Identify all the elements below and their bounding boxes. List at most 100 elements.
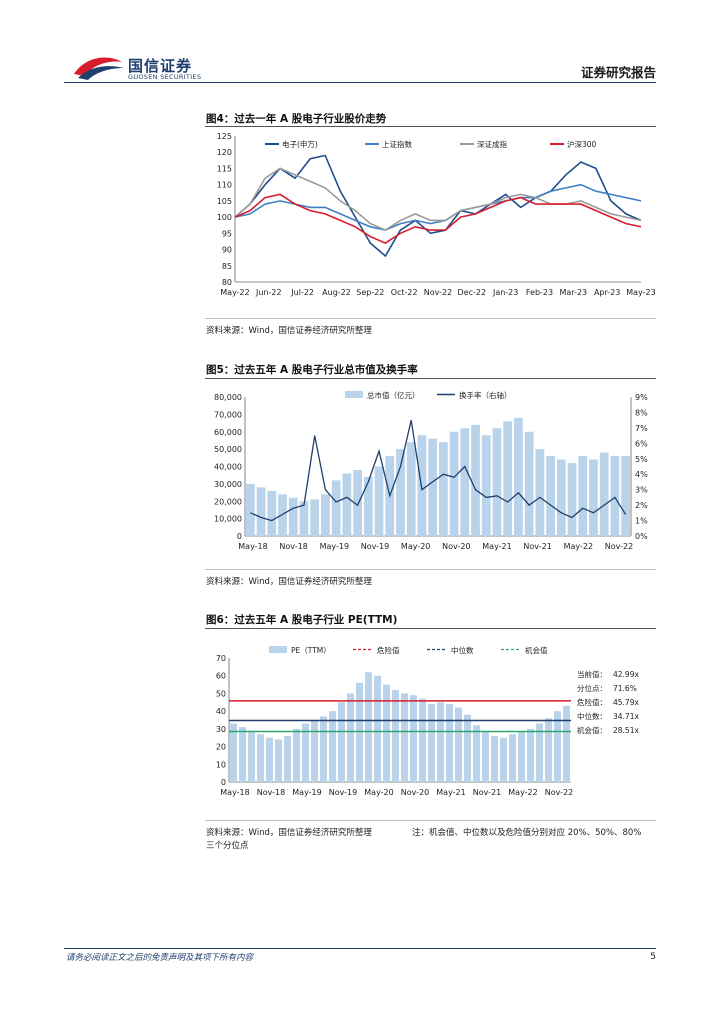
market-cap-bar	[535, 449, 545, 536]
market-cap-bar	[524, 431, 534, 536]
series-line	[234, 193, 642, 245]
market-cap-bar	[406, 442, 416, 536]
y-tick-label: 120	[217, 148, 232, 157]
market-cap-bar	[481, 435, 491, 536]
stat-value: 45.79x	[613, 698, 639, 707]
legend-label: 危险值	[377, 645, 400, 655]
market-cap-bar	[567, 463, 577, 536]
pe-bar	[500, 737, 507, 782]
x-tick-label: May-18	[220, 788, 249, 797]
pe-bar	[329, 711, 336, 782]
market-cap-bar	[546, 456, 555, 536]
market-cap-bar	[556, 459, 566, 536]
x-tick-label: Nov-20	[442, 542, 470, 551]
figure-note: 注：机会值、中位数以及危险值分别对应 20%、50%、80%	[412, 828, 642, 838]
y2-tick-label: 2%	[635, 501, 648, 510]
pe-bar	[311, 720, 318, 782]
market-cap-bar	[321, 494, 330, 536]
figure-source: 资料来源：Wind，国信证券经济研究所整理	[206, 326, 372, 336]
y-tick-label: 50,000	[214, 445, 242, 454]
market-cap-bar	[599, 452, 609, 536]
report-type-label: 证券研究报告	[580, 65, 656, 80]
figure-top-rule	[205, 378, 656, 379]
guosen-logo-icon	[74, 57, 124, 80]
x-tick-label: May-20	[364, 788, 393, 797]
y-tick-label: 10,000	[214, 515, 242, 524]
y-tick-label: 110	[217, 181, 232, 190]
figure-bottom-rule	[205, 569, 656, 570]
market-cap-bar	[363, 476, 373, 536]
figure-bottom-rule	[205, 820, 656, 821]
pe-bar	[446, 704, 453, 782]
market-cap-bar	[342, 473, 352, 536]
market-cap-bar	[331, 480, 341, 536]
market-cap-bar	[449, 431, 459, 536]
market-cap-bar	[396, 449, 405, 536]
stat-value: 34.71x	[613, 712, 639, 721]
pe-bar	[257, 734, 264, 782]
market-cap-turnover-chart: 80,000 70,000 60,000 50,000 40,000 30,000 20,0…	[214, 390, 648, 551]
market-cap-bar	[267, 490, 277, 536]
y2-tick-label: 1%	[635, 517, 648, 526]
market-cap-bar	[353, 469, 362, 536]
market-cap-bar	[278, 494, 287, 536]
stat-value: 42.99x	[613, 670, 639, 679]
pe-bar	[455, 707, 462, 782]
y-tick-label: 0	[221, 778, 226, 787]
market-cap-bar	[299, 501, 309, 536]
pe-bar	[491, 735, 498, 782]
legend-swatch	[269, 646, 287, 653]
x-tick-label: Apr-23	[594, 288, 620, 297]
header-divider	[64, 82, 656, 83]
y-tick-label: 10	[216, 760, 226, 769]
stat-label: 中位数：	[577, 711, 607, 721]
x-tick-label: May-22	[564, 542, 593, 551]
pe-bar	[401, 693, 408, 782]
series-line	[234, 167, 642, 232]
x-tick-label: Nov-18	[257, 788, 285, 797]
pe-bar	[419, 698, 426, 782]
y-tick-label: 115	[217, 164, 232, 173]
y-tick-label: 80	[222, 278, 232, 287]
x-tick-label: Jun-22	[255, 288, 282, 297]
x-tick-label: Nov-22	[424, 288, 452, 297]
y-tick-label: 20,000	[214, 497, 242, 506]
figure-source: 资料来源：Wind，国信证券经济研究所整理	[206, 828, 372, 838]
y-tick-label: 70	[216, 654, 226, 663]
legend-label: 中位数	[451, 645, 474, 655]
x-tick-label: Mar-23	[560, 288, 588, 297]
market-cap-bar	[578, 456, 588, 536]
y-tick-label: 50	[216, 689, 226, 698]
x-tick-label: May-22	[220, 288, 249, 297]
y2-tick-label: 7%	[635, 424, 648, 433]
x-tick-label: May-18	[238, 542, 267, 551]
turnover-line	[250, 420, 627, 522]
pe-bar	[527, 728, 534, 782]
pe-bar	[230, 723, 237, 782]
x-tick-label: Nov-19	[361, 542, 389, 551]
y-tick-label: 70,000	[214, 410, 242, 419]
y-tick-label: 60,000	[214, 428, 242, 437]
market-cap-bar	[621, 456, 630, 536]
market-cap-bar	[610, 456, 620, 536]
pe-bar	[482, 730, 489, 782]
legend-label: PE（TTM）	[291, 646, 331, 655]
x-tick-label: Nov-22	[545, 788, 573, 797]
legend-label: 总市值（亿元）	[367, 390, 420, 400]
market-cap-bar	[310, 499, 320, 536]
pe-bar	[464, 714, 471, 782]
legend-label: 沪深300	[567, 139, 597, 149]
x-tick-label: Jan-23	[492, 288, 518, 297]
x-tick-label: May-19	[320, 542, 349, 551]
x-tick-label: Dec-22	[458, 288, 487, 297]
page-number: 5	[650, 952, 656, 962]
series-line	[234, 154, 642, 258]
y-tick-label: 105	[217, 197, 232, 206]
legend-label: 电子(申万)	[282, 139, 318, 149]
figure-source: 资料来源：Wind，国信证券经济研究所整理	[206, 577, 372, 587]
y2-tick-label: 4%	[635, 470, 648, 479]
y-tick-label: 0	[237, 532, 242, 541]
figure-top-rule	[205, 126, 656, 127]
y-tick-label: 40,000	[214, 463, 242, 472]
